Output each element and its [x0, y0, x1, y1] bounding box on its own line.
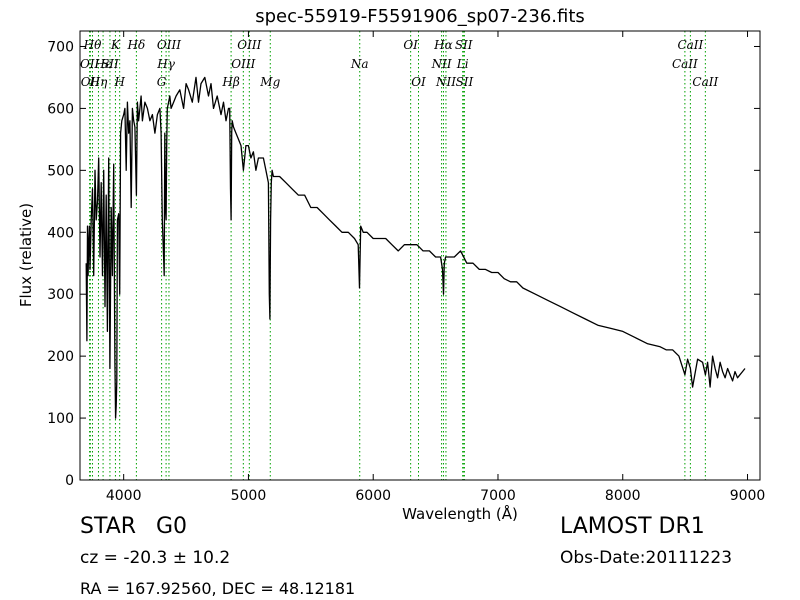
- x-axis-label: Wavelength (Å): [402, 505, 518, 523]
- y-tick-label: 500: [47, 163, 74, 179]
- x-tick-label: 8000: [605, 488, 641, 504]
- object-subclass: G0: [156, 514, 188, 539]
- x-tick-label: 6000: [355, 488, 391, 504]
- plot-frame: [79, 30, 761, 481]
- spectral-line-label: OI: [411, 75, 426, 89]
- spectral-line-label: OIII: [237, 38, 261, 52]
- spectral-line-label: NII: [435, 75, 456, 89]
- y-tick-label: 600: [47, 101, 74, 117]
- spectral-line-label: OI: [403, 38, 418, 52]
- spectral-line-label: OII: [81, 75, 101, 89]
- spectral-line-label: K: [110, 38, 121, 52]
- spectral-line-label: H: [113, 75, 125, 89]
- spectral-line-label: CaII: [692, 75, 718, 89]
- x-tick-label: 4000: [106, 488, 142, 504]
- spectral-line-label: G: [157, 75, 167, 89]
- chart-title: spec-55919-F5591906_sp07-236.fits: [255, 6, 585, 27]
- spectral-line-label: Na: [350, 57, 369, 71]
- spectrum-series-line: [85, 76, 746, 419]
- y-tick-label: 300: [47, 287, 74, 303]
- spectral-line-label: Hε: [94, 57, 112, 71]
- spectral-line-label: Hη: [89, 75, 108, 89]
- spectral-line-label: CaII: [677, 38, 703, 52]
- y-tick-label: 700: [47, 39, 74, 55]
- spectral-line-label: SII: [455, 38, 473, 52]
- y-tick-label: 400: [47, 225, 74, 241]
- survey-name: LAMOST DR1: [560, 514, 705, 539]
- spectral-line-label: SII: [456, 75, 474, 89]
- observation-date: Obs-Date:20111223: [560, 548, 733, 568]
- object-class: STAR: [80, 514, 137, 539]
- x-tick-label: 5000: [231, 488, 267, 504]
- y-tick-label: 200: [47, 349, 74, 365]
- y-axis-label: Flux (relative): [17, 202, 35, 308]
- spectral-line-label: OII: [80, 57, 100, 71]
- x-tick-label: 9000: [730, 488, 766, 504]
- spectral-line-label: Hθ: [83, 38, 102, 52]
- spectral-line-label: Li: [456, 57, 469, 71]
- spectral-line-label: SII: [101, 57, 119, 71]
- spectral-line-label: Mg: [259, 75, 280, 89]
- y-tick-label: 0: [65, 473, 74, 489]
- spectral-line-label: Hβ: [221, 75, 239, 89]
- spectral-line-label: OIII: [157, 38, 181, 52]
- spectral-line-label: OIII: [231, 57, 255, 71]
- spectral-line-label: Hδ: [127, 38, 146, 52]
- spectral-line-label: NII: [431, 57, 452, 71]
- spectral-line-label: Hα: [433, 38, 453, 52]
- x-tick-label: 7000: [480, 488, 516, 504]
- coordinates: RA = 167.92560, DEC = 48.12181: [80, 579, 356, 598]
- y-tick-label: 100: [47, 411, 74, 427]
- redshift-cz: cz = -20.3 ± 10.2: [80, 548, 231, 568]
- spectral-line-label: Hγ: [156, 57, 175, 71]
- spectral-line-label: CaII: [672, 57, 698, 71]
